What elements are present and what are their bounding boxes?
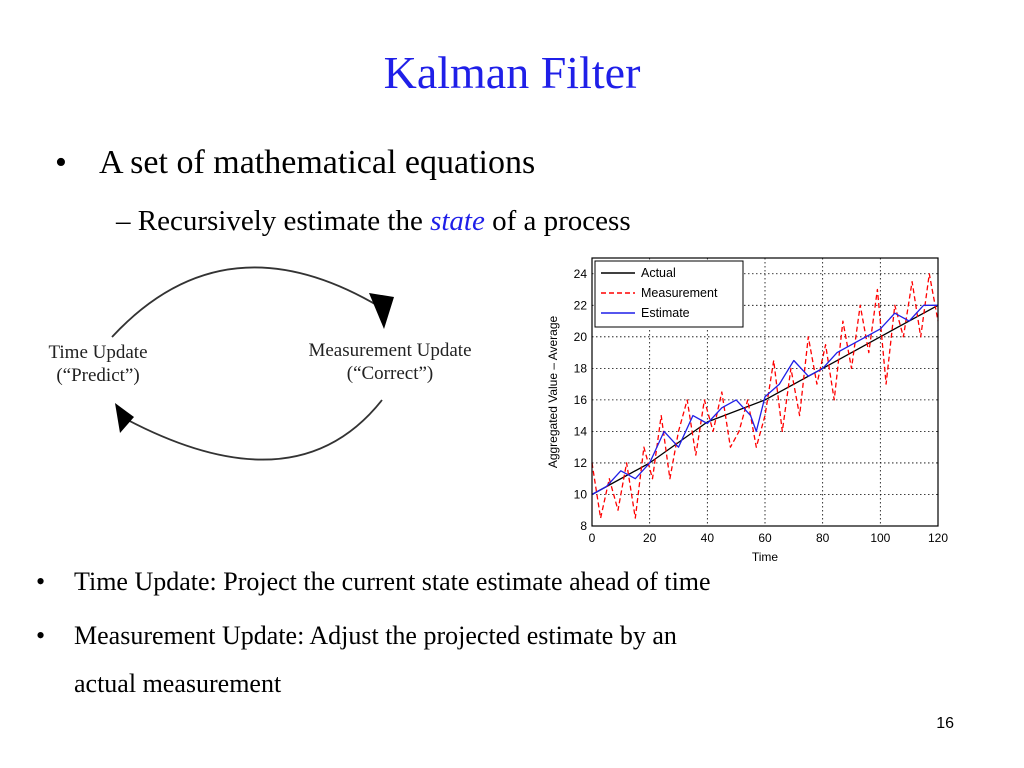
legend-box	[594, 260, 744, 328]
predict-correct-cycle-diagram: Time Update (“Predict”) Measurement Upda…	[48, 266, 472, 461]
x-tick-label: 100	[870, 531, 890, 545]
y-tick-label: 8	[580, 519, 587, 533]
slide-title: Kalman Filter	[383, 47, 641, 98]
y-tick-label: 12	[574, 456, 588, 470]
page-number: 16	[936, 715, 954, 732]
bullet-dot: •	[36, 567, 46, 596]
plot-frame	[591, 257, 939, 527]
top-arc-arrowhead	[369, 293, 394, 329]
bottom-arc-arrowhead	[115, 403, 134, 433]
legend-label-estimate: Estimate	[641, 306, 690, 320]
bottom-arc	[121, 399, 383, 461]
x-tick-label: 80	[816, 531, 830, 545]
y-axis-label: Aggregated Value – Average	[546, 316, 560, 469]
x-tick-label: 0	[589, 531, 596, 545]
bullet-dot: •	[36, 621, 46, 650]
bullet-text: actual measurement	[74, 669, 282, 698]
bullet-text: A set of mathematical equations	[99, 144, 536, 181]
sub-bullet-prefix: – Recursively estimate the	[116, 205, 431, 237]
time-update-label: Time Update	[48, 342, 147, 363]
y-tick-label: 14	[574, 424, 588, 438]
x-tick-label: 60	[758, 531, 772, 545]
top-arc	[111, 266, 381, 338]
predict-label: (“Predict”)	[56, 365, 139, 386]
x-tick-label: 120	[928, 531, 948, 545]
x-axis-label: Time	[752, 550, 779, 564]
y-tick-label: 16	[574, 393, 588, 407]
measurement-update-label: Measurement Update	[308, 340, 471, 361]
y-tick-label: 10	[574, 487, 588, 501]
y-tick-label: 24	[574, 267, 588, 281]
sub-bullet-suffix: of a process	[484, 205, 631, 237]
tick-layer: 0 20 40 60 80 100 120 8 10 12 14 16 18 20 22 24	[574, 267, 949, 545]
y-tick-label: 20	[574, 330, 588, 344]
legend-label-actual: Actual	[641, 266, 676, 280]
series-line-measurement	[591, 273, 939, 519]
y-tick-label: 22	[574, 298, 588, 312]
sub-bullet-emphasis: state	[430, 205, 485, 237]
sub-bullet-recursive: – Recursively estimate the state of a pr…	[116, 205, 631, 238]
series-line-estimate	[591, 304, 938, 496]
x-tick-label: 40	[701, 531, 715, 545]
kalman-chart: 0 20 40 60 80 100 120 8 10 12 14 16 18 20 22 24 Actual M…	[546, 257, 949, 564]
legend-layer: Actual Measurement Estimate	[594, 260, 744, 328]
bullet-text: Time Update: Project the current state e…	[74, 567, 711, 596]
correct-label: (“Correct”)	[347, 363, 434, 384]
series-layer	[591, 273, 939, 519]
bullet-text: Measurement Update: Adjust the projected…	[74, 621, 677, 650]
y-tick-label: 18	[574, 361, 588, 375]
legend-label-measurement: Measurement	[641, 286, 718, 300]
x-tick-label: 20	[643, 531, 657, 545]
bullet-dot: •	[55, 144, 67, 181]
